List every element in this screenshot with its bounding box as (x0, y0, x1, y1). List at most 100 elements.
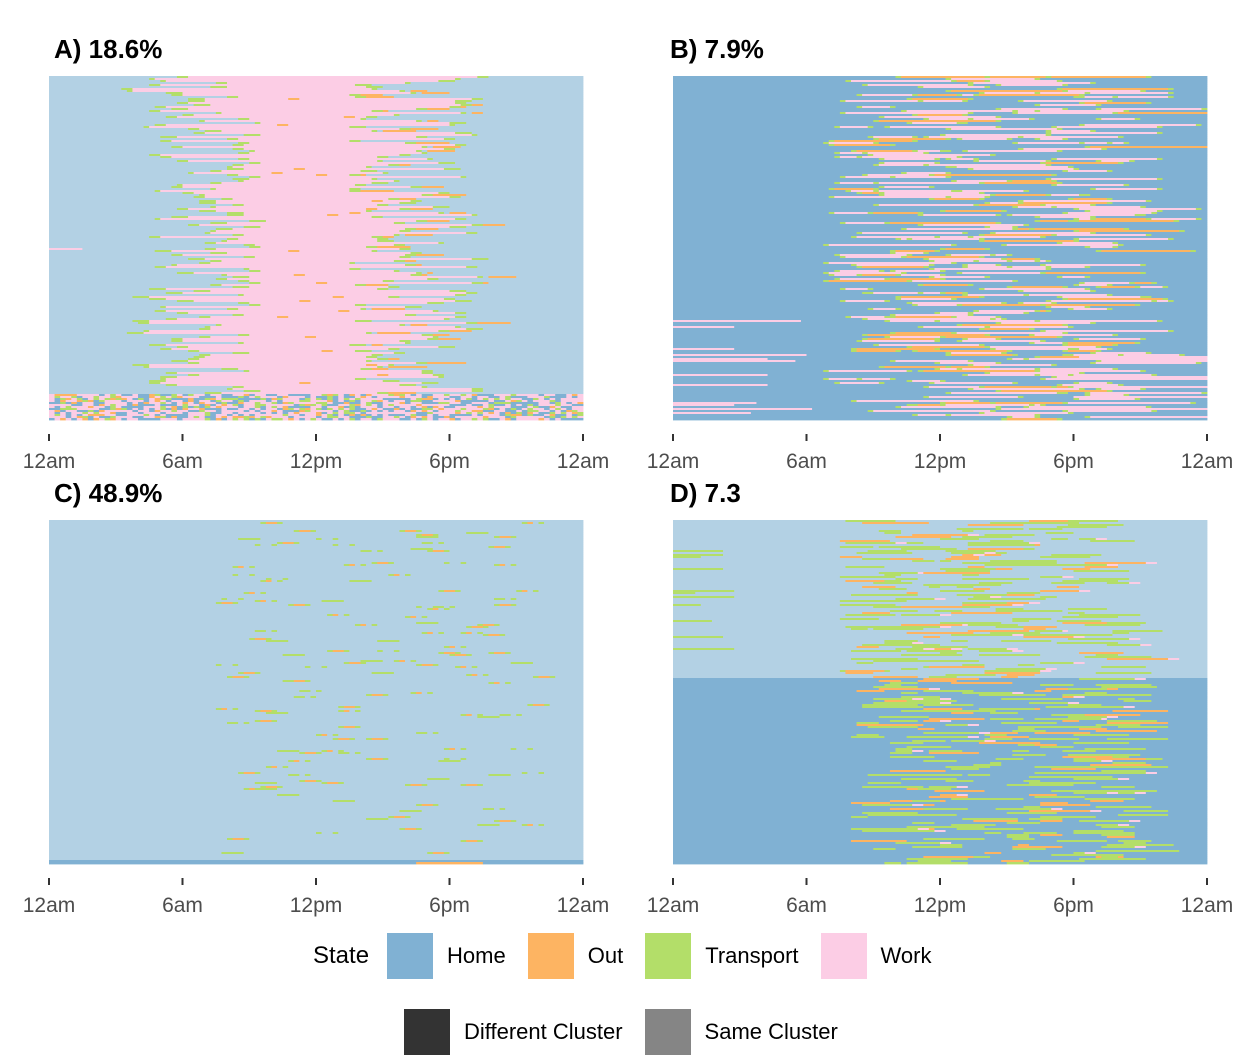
heatmap-cell (427, 406, 434, 409)
heatmap-cell (327, 396, 334, 399)
heatmap-cell (399, 324, 406, 327)
heatmap-cell (940, 274, 946, 277)
heatmap-cell (49, 346, 178, 349)
heatmap-cell (867, 126, 874, 129)
heatmap-cell (673, 818, 963, 821)
heatmap-cell (149, 410, 156, 413)
heatmap-cell (1184, 230, 1208, 233)
heatmap-cell (867, 410, 874, 413)
heatmap-cell (1112, 762, 1147, 765)
heatmap-cell (901, 228, 908, 231)
heatmap-cell (1151, 684, 1208, 687)
heatmap-cell (1017, 624, 1086, 627)
heatmap-cell (349, 310, 434, 313)
heatmap-cell (482, 714, 500, 717)
heatmap-cell (1156, 210, 1163, 213)
heatmap-cell (1001, 352, 1008, 355)
heatmap-cell (371, 418, 378, 421)
heatmap-cell (1073, 662, 1086, 665)
heatmap-cell (271, 418, 284, 421)
heatmap-cell (956, 652, 1080, 655)
heatmap-cell (521, 398, 534, 401)
heatmap-cell (956, 262, 1208, 265)
heatmap-cell (432, 396, 450, 399)
heatmap-cell (1056, 150, 1063, 153)
heatmap-cell (494, 652, 506, 655)
heatmap-cell (349, 414, 356, 417)
heatmap-cell (1062, 750, 1097, 753)
heatmap-cell (1168, 738, 1208, 741)
heatmap-cell (455, 652, 462, 655)
heatmap-cell (555, 400, 562, 403)
heatmap-cell (673, 626, 846, 629)
heatmap-cell (873, 164, 880, 167)
heatmap-cell (115, 398, 122, 401)
heatmap-cell (962, 604, 1013, 607)
heatmap-cell (427, 784, 462, 787)
heatmap-cell (49, 736, 584, 739)
heatmap-cell (1006, 266, 1013, 269)
heatmap-cell (49, 240, 222, 243)
heatmap-cell (388, 348, 400, 351)
heatmap-cell (304, 414, 317, 417)
heatmap-cell (210, 206, 217, 209)
heatmap-cell (299, 418, 306, 421)
heatmap-cell (49, 544, 256, 547)
heatmap-cell (945, 402, 991, 405)
heatmap-cell (673, 576, 841, 579)
heatmap-cell (399, 402, 406, 405)
heatmap-cell (834, 126, 841, 129)
heatmap-cell (1129, 638, 1141, 641)
heatmap-cell (371, 672, 395, 675)
heatmap-cell (416, 384, 584, 387)
heatmap-cell (249, 676, 534, 679)
heatmap-cell (962, 574, 980, 577)
heatmap-cell (399, 408, 406, 411)
heatmap-cell (49, 728, 584, 731)
heatmap-cell (60, 410, 67, 413)
heatmap-cell (967, 724, 980, 727)
heatmap-cell (1040, 110, 1124, 113)
heatmap-cell (477, 624, 484, 627)
heatmap-cell (1051, 76, 1147, 79)
heatmap-cell (1045, 694, 1063, 697)
heatmap-cell (49, 198, 222, 201)
heatmap-cell (873, 154, 991, 157)
heatmap-cell (1067, 220, 1080, 223)
heatmap-cell (1023, 312, 1030, 315)
heatmap-cell (277, 394, 289, 397)
heatmap-cell (238, 402, 245, 405)
heatmap-cell (673, 144, 830, 147)
heatmap-cell (1056, 128, 1063, 131)
heatmap-cell (962, 654, 980, 657)
heatmap-cell (995, 120, 1002, 123)
heatmap-cell (49, 320, 133, 323)
heatmap-cell (951, 262, 958, 265)
heatmap-cell (1023, 224, 1030, 227)
heatmap-cell (377, 208, 400, 211)
heatmap-cell (673, 644, 863, 647)
heatmap-cell (923, 760, 958, 763)
heatmap-cell (673, 212, 830, 215)
heatmap-cell (1056, 242, 1063, 245)
heatmap-cell (917, 136, 924, 139)
heatmap-cell (673, 810, 1030, 813)
heatmap-cell (49, 678, 584, 681)
heatmap-cell (176, 346, 189, 349)
heatmap-cell (912, 350, 919, 353)
heatmap-cell (990, 76, 1047, 79)
heatmap-cell (288, 414, 300, 417)
heatmap-cell (1034, 732, 1091, 735)
heatmap-cell (316, 734, 322, 737)
heatmap-cell (1123, 652, 1208, 655)
heatmap-cell (901, 238, 908, 241)
heatmap-cell (132, 404, 139, 407)
heatmap-cell (673, 702, 874, 705)
heatmap-cell (271, 580, 278, 583)
heatmap-cell (1101, 770, 1147, 773)
heatmap-cell (1195, 218, 1202, 221)
heatmap-cell (204, 132, 456, 135)
heatmap-cell (65, 406, 72, 409)
heatmap-cell (978, 650, 1013, 653)
heatmap-cell (967, 548, 1024, 551)
